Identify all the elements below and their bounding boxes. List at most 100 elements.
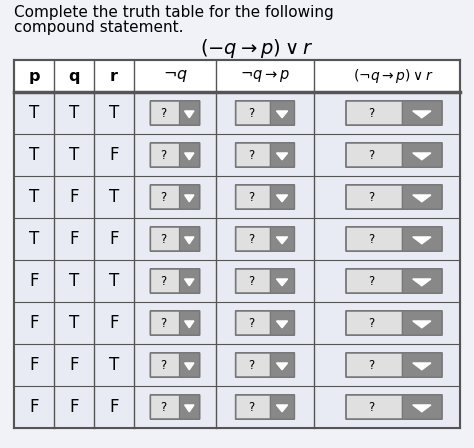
- Polygon shape: [413, 237, 431, 244]
- Text: F: F: [109, 230, 119, 248]
- Text: ?: ?: [248, 358, 254, 371]
- Text: ?: ?: [368, 190, 374, 203]
- Text: ?: ?: [160, 316, 166, 329]
- Text: F: F: [29, 272, 39, 290]
- Text: F: F: [69, 188, 79, 206]
- Bar: [15, 92, 459, 134]
- FancyBboxPatch shape: [236, 143, 294, 167]
- Bar: [15, 302, 459, 344]
- Polygon shape: [276, 405, 288, 412]
- Polygon shape: [276, 279, 288, 286]
- FancyBboxPatch shape: [401, 185, 442, 209]
- FancyBboxPatch shape: [346, 101, 442, 125]
- Text: T: T: [109, 104, 119, 122]
- FancyBboxPatch shape: [236, 101, 294, 125]
- FancyBboxPatch shape: [270, 353, 294, 377]
- Text: compound statement.: compound statement.: [14, 20, 183, 35]
- Text: T: T: [69, 272, 79, 290]
- Polygon shape: [276, 363, 288, 370]
- FancyBboxPatch shape: [401, 311, 442, 335]
- Text: ?: ?: [160, 358, 166, 371]
- Polygon shape: [413, 279, 431, 286]
- Polygon shape: [184, 237, 194, 244]
- Text: ?: ?: [248, 401, 254, 414]
- FancyBboxPatch shape: [179, 353, 200, 377]
- Polygon shape: [276, 153, 288, 160]
- Text: T: T: [109, 272, 119, 290]
- FancyBboxPatch shape: [150, 185, 200, 209]
- FancyBboxPatch shape: [401, 101, 442, 125]
- FancyBboxPatch shape: [236, 395, 294, 419]
- FancyBboxPatch shape: [150, 311, 200, 335]
- Polygon shape: [413, 405, 431, 412]
- Text: ?: ?: [368, 358, 374, 371]
- Bar: [15, 386, 459, 428]
- Bar: [14, 60, 460, 428]
- FancyBboxPatch shape: [270, 311, 294, 335]
- Polygon shape: [184, 111, 194, 118]
- Text: r: r: [110, 69, 118, 83]
- FancyBboxPatch shape: [346, 311, 442, 335]
- FancyBboxPatch shape: [236, 227, 294, 251]
- Text: F: F: [29, 314, 39, 332]
- Polygon shape: [413, 321, 431, 328]
- FancyBboxPatch shape: [401, 269, 442, 293]
- FancyBboxPatch shape: [346, 353, 442, 377]
- Bar: [15, 134, 459, 176]
- Bar: [15, 260, 459, 302]
- FancyBboxPatch shape: [179, 395, 200, 419]
- Polygon shape: [276, 237, 288, 244]
- Text: F: F: [69, 398, 79, 416]
- Polygon shape: [184, 195, 194, 202]
- Polygon shape: [276, 321, 288, 328]
- FancyBboxPatch shape: [150, 143, 200, 167]
- FancyBboxPatch shape: [150, 101, 200, 125]
- Text: $\mathit{\neg q}$: $\mathit{\neg q}$: [163, 68, 188, 84]
- Text: T: T: [29, 230, 39, 248]
- FancyBboxPatch shape: [236, 269, 294, 293]
- Text: ?: ?: [248, 190, 254, 203]
- Text: ?: ?: [248, 275, 254, 288]
- FancyBboxPatch shape: [346, 143, 442, 167]
- FancyBboxPatch shape: [179, 311, 200, 335]
- Text: T: T: [69, 146, 79, 164]
- Polygon shape: [413, 363, 431, 370]
- Text: $(-q \rightarrow p) \vee r$: $(-q \rightarrow p) \vee r$: [200, 37, 313, 60]
- Text: T: T: [109, 356, 119, 374]
- Text: T: T: [29, 104, 39, 122]
- Text: F: F: [109, 314, 119, 332]
- Text: $\mathit{(\neg q \rightarrow p) \vee r}$: $\mathit{(\neg q \rightarrow p) \vee r}$: [354, 67, 435, 85]
- Text: T: T: [109, 188, 119, 206]
- FancyBboxPatch shape: [270, 143, 294, 167]
- FancyBboxPatch shape: [346, 227, 442, 251]
- Text: ?: ?: [160, 190, 166, 203]
- Text: $\mathit{\neg q \rightarrow p}$: $\mathit{\neg q \rightarrow p}$: [240, 68, 290, 84]
- FancyBboxPatch shape: [179, 269, 200, 293]
- FancyBboxPatch shape: [270, 101, 294, 125]
- Polygon shape: [184, 279, 194, 286]
- FancyBboxPatch shape: [150, 269, 200, 293]
- Text: ?: ?: [160, 107, 166, 120]
- FancyBboxPatch shape: [270, 269, 294, 293]
- Text: ?: ?: [368, 401, 374, 414]
- Text: ?: ?: [248, 233, 254, 246]
- FancyBboxPatch shape: [270, 395, 294, 419]
- Text: F: F: [109, 398, 119, 416]
- Text: q: q: [68, 69, 80, 83]
- Text: ?: ?: [160, 275, 166, 288]
- FancyBboxPatch shape: [401, 227, 442, 251]
- FancyBboxPatch shape: [401, 353, 442, 377]
- Polygon shape: [413, 153, 431, 160]
- Text: ?: ?: [368, 148, 374, 161]
- Text: T: T: [29, 188, 39, 206]
- FancyBboxPatch shape: [346, 269, 442, 293]
- FancyBboxPatch shape: [150, 227, 200, 251]
- Text: ?: ?: [248, 148, 254, 161]
- Text: p: p: [28, 69, 40, 83]
- FancyBboxPatch shape: [179, 227, 200, 251]
- Text: ?: ?: [368, 233, 374, 246]
- Text: ?: ?: [368, 275, 374, 288]
- Text: T: T: [69, 104, 79, 122]
- Text: T: T: [69, 314, 79, 332]
- FancyBboxPatch shape: [150, 395, 200, 419]
